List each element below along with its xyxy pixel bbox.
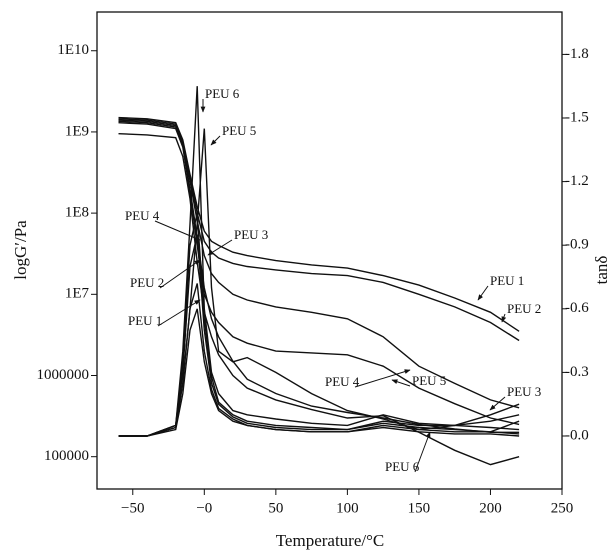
y2-tick-label: -1.5 (565, 109, 589, 125)
y-tick-label: 1E9 (65, 123, 89, 139)
series-line (118, 128, 520, 437)
y2-tick-label: -1.8 (565, 46, 589, 62)
y2-tick-label: -0.3 (565, 364, 589, 380)
series-line (118, 120, 520, 409)
x-tick-label: −0 (196, 500, 212, 516)
curve-label: PEU 3 (507, 384, 541, 399)
label-arrow (157, 299, 201, 327)
y-tick-label: 1E7 (65, 286, 90, 302)
plot-frame (96, 11, 563, 490)
x-tick-label: 50 (268, 500, 283, 516)
label-arrow (414, 431, 431, 473)
x-tick-label: 150 (408, 500, 431, 516)
curve-label: PEU 5 (412, 373, 446, 388)
series-line (118, 122, 520, 426)
label-arrow (159, 259, 201, 289)
y-tick-label: 100000 (44, 448, 89, 464)
label-arrow (489, 396, 506, 411)
y-tick-label: 1E10 (57, 42, 89, 58)
y-axis-label: logG′/Pa (11, 220, 30, 280)
curve-label: PEU 4 (325, 374, 360, 389)
y2-tick-label: -0.9 (565, 237, 589, 253)
label-arrow (354, 369, 411, 388)
x-tick-label: 200 (479, 500, 502, 516)
y-tick-label: 1E8 (65, 205, 89, 221)
label-arrow (501, 313, 507, 323)
curve-label: PEU 1 (128, 313, 162, 328)
series-line (118, 118, 520, 342)
x-tick-label: 250 (551, 500, 574, 516)
y-tick-label: 1000000 (37, 367, 90, 383)
y2-tick-label: -0.0 (565, 427, 589, 443)
y2-axis-label: tanδ (592, 256, 611, 285)
series-line (118, 86, 520, 437)
curve-label: PEU 1 (490, 273, 524, 288)
label-arrow (207, 239, 233, 256)
y2-tick-label: -0.6 (565, 300, 589, 316)
curve-label: PEU 2 (507, 301, 541, 316)
curve-label: PEU 2 (130, 275, 164, 290)
curve-label: PEU 5 (222, 123, 256, 138)
label-arrow (154, 220, 201, 241)
label-arrow (477, 285, 489, 301)
curve-label: PEU 6 (205, 86, 240, 101)
label-arrow (391, 379, 411, 387)
curve-label: PEU 3 (234, 227, 268, 242)
curve-label: PEU 4 (125, 208, 160, 223)
x-axis-label: Temperature/°C (276, 531, 385, 550)
x-tick-label: 100 (336, 500, 359, 516)
y2-tick-label: -1.2 (565, 173, 589, 189)
label-arrow (210, 135, 221, 146)
series-line (118, 308, 520, 437)
series-line (118, 116, 520, 332)
series-line (118, 234, 520, 437)
x-tick-label: −50 (121, 500, 144, 516)
series-line (118, 213, 520, 437)
curve-label: PEU 6 (385, 459, 420, 474)
